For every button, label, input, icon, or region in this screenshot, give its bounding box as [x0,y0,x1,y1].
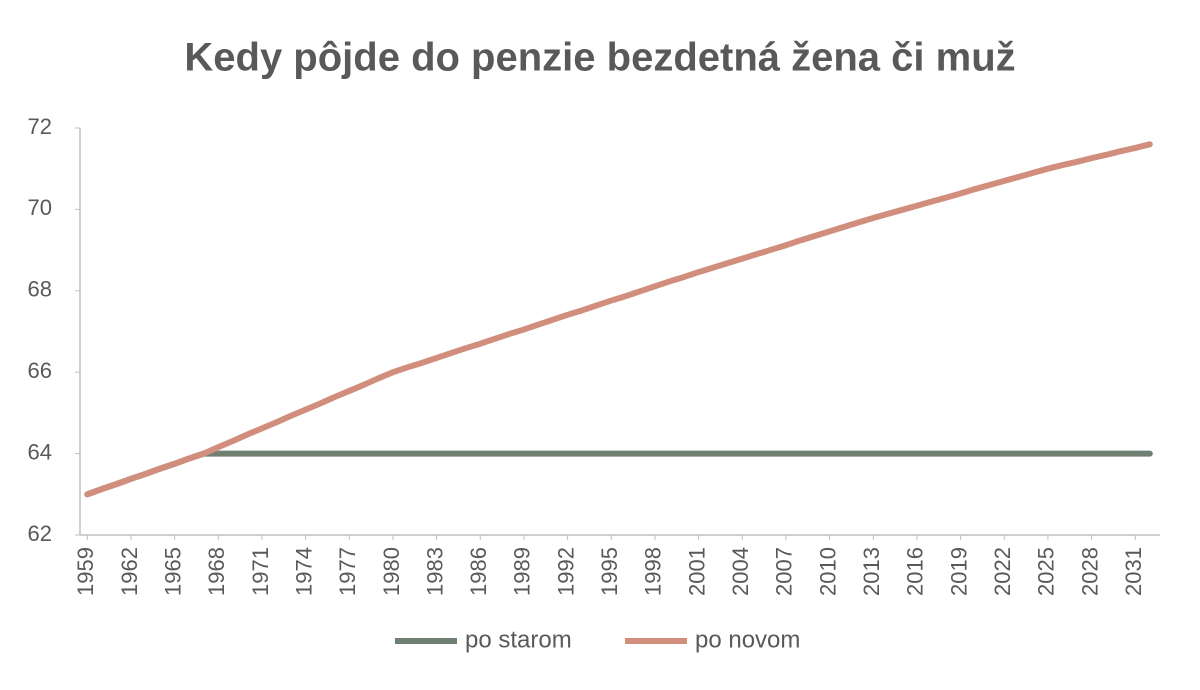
x-tick-label: 2031 [1121,547,1146,596]
y-tick-label: 66 [28,358,52,383]
x-tick-label: 2001 [684,547,709,596]
x-tick-label: 1962 [117,547,142,596]
y-tick-label: 72 [28,114,52,139]
x-tick-label: 2010 [815,547,840,596]
x-tick-label: 2004 [728,547,753,596]
x-tick-label: 1974 [291,547,316,596]
x-tick-label: 1998 [641,547,666,596]
x-tick-label: 2019 [946,547,971,596]
x-tick-label: 2007 [772,547,797,596]
x-tick-label: 1989 [510,547,535,596]
y-tick-label: 68 [28,277,52,302]
series-line [84,450,1153,498]
x-tick-label: 1959 [73,547,98,596]
x-tick-label: 2016 [903,547,928,596]
x-tick-label: 1977 [335,547,360,596]
x-tick-label: 1995 [597,547,622,596]
x-tick-label: 1965 [160,547,185,596]
x-tick-label: 2025 [1034,547,1059,596]
legend-label: po novom [695,626,800,653]
chart-title: Kedy pôjde do penzie bezdetná žena či mu… [184,36,1015,80]
x-tick-label: 1968 [204,547,229,596]
x-tick-label: 1992 [553,547,578,596]
x-tick-label: 1980 [379,547,404,596]
y-tick-label: 62 [28,521,52,546]
x-tick-label: 1986 [466,547,491,596]
y-tick-label: 64 [28,439,52,464]
x-tick-label: 2028 [1077,547,1102,596]
legend-label: po starom [465,626,572,653]
series-line [84,141,1153,498]
x-tick-label: 1983 [422,547,447,596]
x-tick-label: 2022 [990,547,1015,596]
x-tick-label: 1971 [248,547,273,596]
y-tick-label: 70 [28,195,52,220]
x-tick-label: 2013 [859,547,884,596]
